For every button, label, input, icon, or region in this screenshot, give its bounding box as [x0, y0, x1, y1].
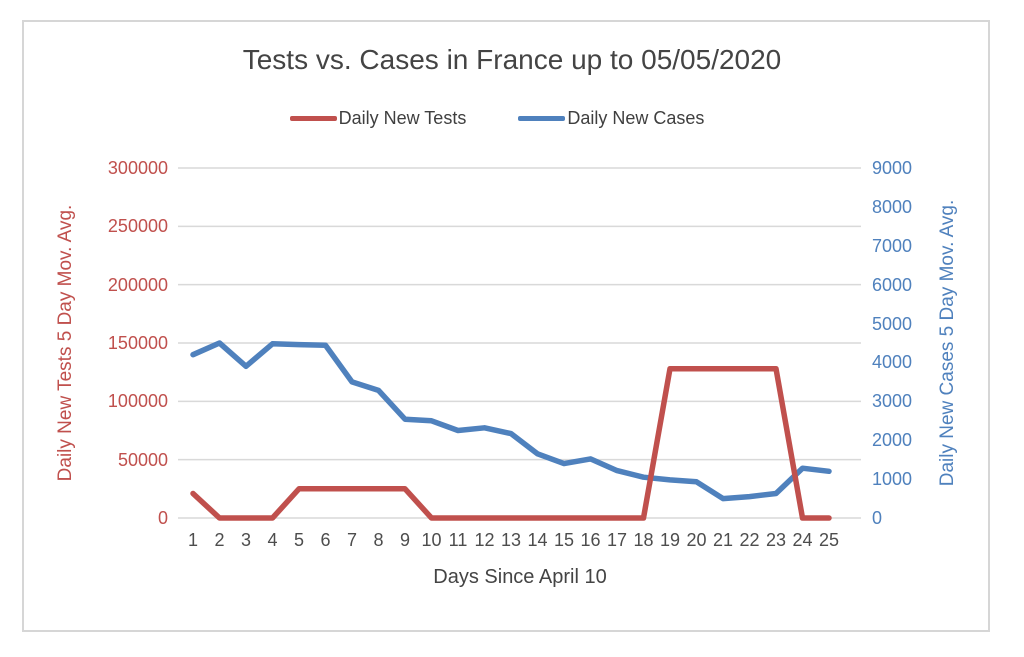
x-axis-tick: 2	[214, 530, 225, 550]
right-axis-tick: 6000	[872, 274, 913, 295]
x-axis-tick: 24	[792, 530, 813, 550]
legend-item-cases[interactable]: Daily New Cases	[518, 108, 704, 129]
x-axis-tick: 15	[553, 530, 575, 550]
legend: Daily New Tests Daily New Cases	[0, 108, 994, 129]
x-axis-tick: 3	[240, 530, 251, 550]
x-axis-tick: 16	[580, 530, 601, 550]
x-axis-tick: 23	[765, 530, 787, 550]
left-axis-tick: 250000	[107, 216, 168, 237]
right-axis-tick: 8000	[872, 196, 913, 217]
tests-line-swatch	[289, 116, 337, 121]
right-axis-tick: 7000	[872, 235, 913, 256]
x-axis-tick: 8	[373, 530, 384, 550]
left-axis-title: Daily New Tests 5 Day Mov. Avg.	[55, 204, 76, 482]
legend-label-tests: Daily New Tests	[338, 108, 467, 128]
right-axis-tick: 1000	[872, 469, 913, 490]
chart-frame	[22, 20, 990, 632]
cases-line	[190, 340, 832, 502]
legend-label-cases: Daily New Cases	[567, 108, 705, 128]
left-axis-tick: 150000	[107, 333, 168, 353]
x-axis-tick: 5	[293, 530, 304, 550]
x-axis-tick: 7	[346, 530, 357, 550]
x-axis-tick: 21	[712, 530, 734, 550]
x-axis-tick: 17	[606, 530, 628, 550]
x-axis-tick: 18	[633, 530, 654, 550]
x-axis-tick: 20	[686, 530, 707, 550]
left-axis-tick: 100000	[107, 391, 168, 412]
cases-line-swatch	[518, 116, 566, 121]
right-axis-tick: 9000	[872, 158, 913, 178]
left-axis-tick: 200000	[107, 274, 168, 295]
x-axis-tick: 10	[421, 530, 442, 550]
left-axis-tick: 300000	[107, 158, 168, 178]
x-axis-title: Days Since April 10	[433, 566, 607, 588]
x-axis-tick: 9	[399, 530, 410, 550]
right-axis-tick: 5000	[872, 313, 913, 334]
x-axis-tick: 12	[474, 530, 495, 550]
x-axis-tick: 14	[527, 530, 548, 550]
x-axis-tick: 25	[818, 530, 840, 550]
legend-item-tests[interactable]: Daily New Tests	[289, 108, 467, 129]
x-axis-tick: 4	[267, 530, 278, 550]
chart-title: Tests vs. Cases in France up to 05/05/20…	[242, 44, 782, 75]
x-axis-tick: 22	[739, 530, 760, 550]
x-axis-tick: 11	[448, 530, 468, 550]
right-axis-tick: 3000	[872, 391, 913, 412]
x-axis-tick: 19	[659, 530, 681, 550]
right-axis-title: Daily New Cases 5 Day Mov. Avg.	[937, 199, 958, 487]
x-axis-tick: 13	[500, 530, 522, 550]
right-axis-tick: 2000	[872, 430, 913, 451]
right-axis-tick: 0	[872, 508, 883, 528]
right-axis-tick: 4000	[872, 352, 913, 373]
tests-line	[190, 365, 832, 521]
x-axis-tick: 6	[320, 530, 331, 550]
x-axis-tick: 1	[187, 530, 198, 550]
left-axis-tick: 0	[157, 508, 168, 528]
left-axis-tick: 50000	[117, 449, 168, 470]
